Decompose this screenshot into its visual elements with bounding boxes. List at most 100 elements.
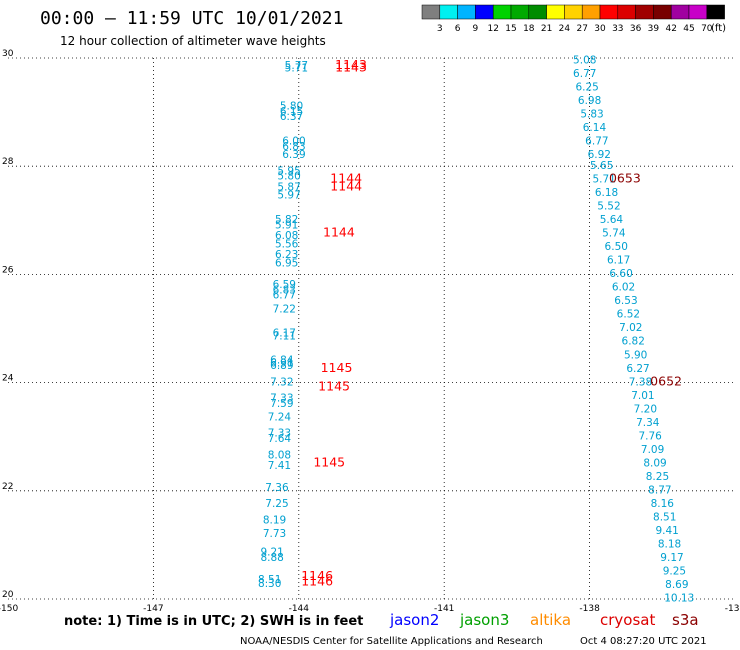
x-tick-label: -144	[289, 604, 310, 614]
wave-height-label: 6.83	[273, 284, 296, 296]
wave-height-label: 5.82	[275, 214, 298, 226]
pass-time-label: 0652	[650, 373, 682, 388]
x-tick-label: -135	[725, 604, 740, 614]
wave-height-label: 6.14	[583, 122, 607, 134]
wave-height-label: 6.37	[280, 111, 303, 123]
colorbar-tick-label: 70	[701, 24, 713, 34]
wave-height-label: 5.71	[285, 63, 308, 75]
colorbar-swatch	[439, 4, 458, 20]
colorbar-tick-label: 24	[559, 24, 571, 34]
wave-height-label: 7.24	[268, 411, 292, 423]
colorbar-swatch	[688, 4, 708, 20]
wave-height-label: 6.23	[275, 249, 298, 261]
footer-note: note: 1) Time is in UTC; 2) SWH is in fe…	[64, 614, 363, 629]
wave-height-label: 6.39	[282, 149, 305, 161]
colorbar-tick-label: 9	[473, 24, 479, 34]
colorbar-swatch	[457, 4, 476, 20]
colorbar-swatch	[564, 4, 583, 20]
wave-height-label: 7.41	[268, 460, 291, 472]
wave-height-label: 6.02	[612, 282, 635, 294]
wave-height-label: 6.91	[270, 357, 293, 369]
wave-height-label: 9.17	[660, 552, 683, 564]
wave-height-label: 7.73	[263, 528, 286, 540]
colorbar-tick-label: 15	[505, 24, 516, 34]
wave-height-label: 6.17	[607, 255, 630, 267]
wave-height-label: 6.15	[280, 106, 303, 118]
footer-credit: NOAA/NESDIS Center for Satellite Applica…	[240, 636, 543, 647]
colorbar-swatch	[617, 4, 636, 20]
page-title: 00:00 – 11:59 UTC 10/01/2021	[40, 8, 343, 29]
page-subtitle: 12 hour collection of altimeter wave hei…	[60, 34, 326, 48]
pass-time-label: 1144	[323, 225, 355, 240]
wave-height-label: 6.50	[605, 241, 628, 253]
pass-time-label: 1143	[335, 57, 367, 72]
wave-height-label: 8.69	[665, 579, 688, 591]
colorbar-swatch	[599, 4, 619, 20]
colorbar-swatch	[653, 4, 672, 20]
colorbar-tick-label: 39	[648, 24, 660, 34]
wave-height-label: 7.22	[273, 303, 296, 315]
pass-time-label: 1143	[335, 60, 367, 75]
colorbar-tick-label: 30	[594, 24, 606, 34]
pass-time-label: 1145	[318, 379, 350, 394]
pass-time-label: 1145	[321, 360, 353, 375]
y-tick-label: 28	[2, 157, 14, 167]
wave-height-label: 6.77	[573, 68, 596, 80]
colorbar-tick-label: 3	[437, 24, 443, 34]
wave-height-label: 6.60	[609, 268, 632, 280]
satellite-legend-item: s3a	[672, 611, 699, 629]
wave-height-label: 6.00	[282, 136, 305, 148]
wave-height-label: 7.59	[270, 398, 293, 410]
colorbar-swatch	[510, 4, 530, 20]
wave-height-label: 6.83	[282, 141, 305, 153]
pass-time-label: 0653	[609, 170, 641, 185]
x-tick-label: -150	[0, 604, 18, 614]
satellite-legend-item: jason2	[389, 611, 439, 629]
footer-timestamp: Oct 4 08:27:20 UTC 2021	[580, 636, 707, 647]
wave-height-label: 6.98	[578, 95, 601, 107]
wave-height-label: 9.21	[260, 547, 283, 559]
colorbar-tick-label: 18	[523, 24, 535, 34]
pass-time-label: 1144	[330, 179, 362, 194]
colorbar-legend: 3 6 9 12 15 18 21 24 27 30 33 36 39 42 45 70	[421, 4, 725, 34]
y-tick-label: 26	[2, 265, 14, 275]
colorbar-tick-label: 36	[630, 24, 642, 34]
wave-height-label: 5.74	[602, 228, 626, 240]
wave-height-label: 5.08	[573, 54, 596, 66]
wave-height-label: 8.88	[260, 552, 283, 564]
wave-height-label: 8.51	[653, 512, 676, 524]
wave-height-label: 7.33	[270, 393, 293, 405]
wave-height-label: 6.77	[273, 290, 296, 302]
colorbar-unit: (ft)	[711, 23, 726, 34]
colorbar-tick-label: 27	[576, 24, 587, 34]
colorbar-swatch	[528, 4, 547, 20]
wave-height-label: 5.83	[580, 109, 603, 121]
wave-height-label: 7.11	[273, 330, 296, 342]
wave-height-label: 7.76	[638, 430, 662, 442]
axis-tick-labels: -150 -147 -144 -141 -138 -135 20 22 24 26 28 30	[0, 49, 740, 614]
satellite-legend-item: cryosat	[600, 611, 655, 629]
wave-height-label: 5.65	[590, 160, 613, 172]
pass-time-label: 1146	[301, 568, 333, 583]
wave-height-label: 6.82	[622, 336, 645, 348]
colorbar-swatch	[492, 4, 512, 20]
x-tick-label: -147	[143, 604, 163, 614]
wave-height-label: 7.09	[641, 444, 664, 456]
wave-height-label: 6.92	[588, 149, 611, 161]
wave-height-labels: 5.775.715.806.156.376.006.836.395.955.80…	[258, 54, 694, 604]
wave-height-label: 5.97	[277, 190, 300, 202]
wave-height-label: 7.32	[270, 376, 293, 388]
colorbar-tick-label: 12	[487, 24, 498, 34]
y-tick-label: 22	[2, 482, 13, 492]
wave-height-label: 6.17	[273, 328, 296, 340]
colorbar-tick-label: 6	[455, 24, 461, 34]
wave-height-label: 6.27	[626, 363, 649, 375]
wave-height-label: 5.91	[275, 219, 298, 231]
wave-height-label: 8.16	[651, 498, 675, 510]
wave-height-label: 8.25	[646, 471, 669, 483]
wave-height-label: 7.20	[634, 403, 657, 415]
satellite-legend: jason2 jason3 altika cryosat s3a	[389, 611, 699, 629]
y-tick-label: 20	[2, 590, 14, 600]
wave-height-label: 7.02	[619, 322, 642, 334]
wave-height-label: 6.59	[273, 279, 296, 291]
